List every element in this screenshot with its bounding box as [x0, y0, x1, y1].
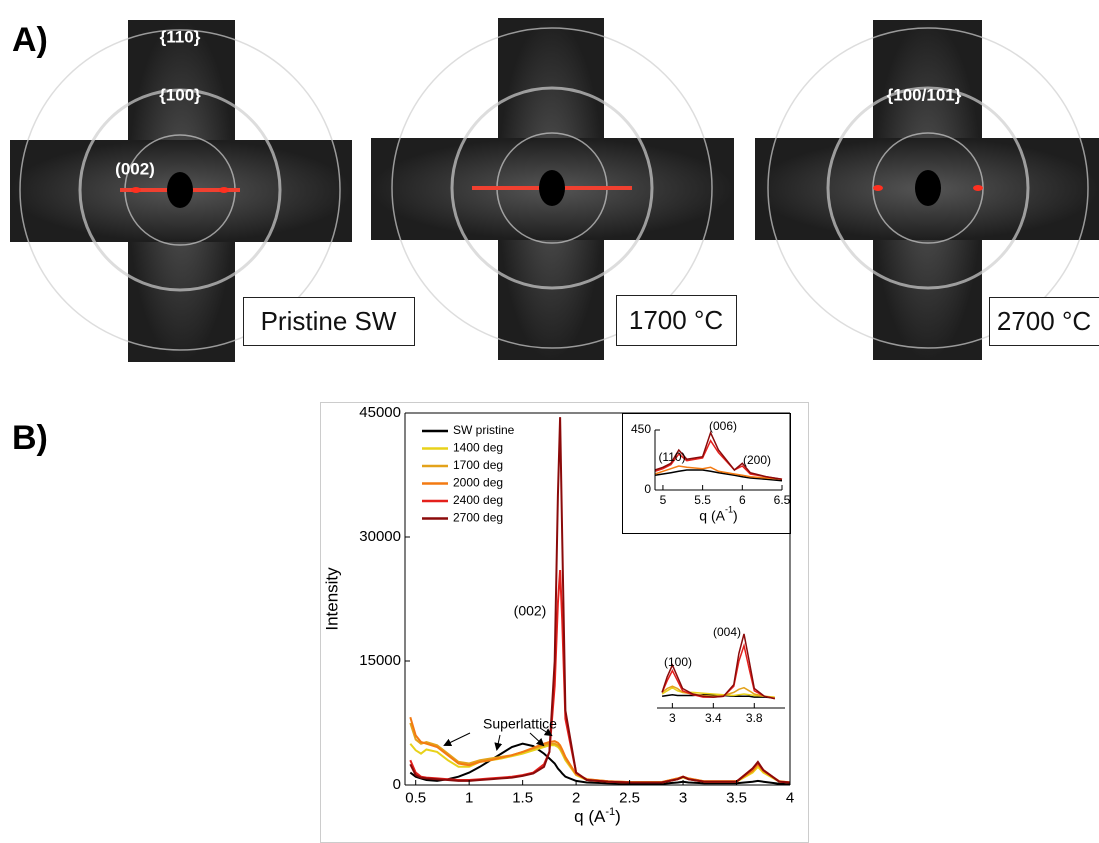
annotation: Superlattice	[483, 716, 557, 732]
x-axis-label-part: q (A	[699, 507, 725, 523]
reflection-label: {100/101}	[887, 85, 962, 104]
x-tick-label: 1.5	[512, 789, 533, 806]
reflection-spot	[131, 187, 141, 193]
x-tick-label: 3.4	[705, 711, 722, 725]
x-axis-label-part: -1	[725, 505, 733, 515]
beam-stop	[167, 172, 193, 208]
x-tick-label: 0.5	[405, 789, 426, 806]
x-tick-label: 3.8	[746, 711, 763, 725]
y-tick-label: 450	[631, 422, 651, 436]
y-tick-label: 0	[644, 482, 651, 496]
x-axis-label-part: -1	[605, 806, 615, 818]
reflection-label: (002)	[115, 159, 155, 178]
x-tick-label: 3.5	[726, 789, 747, 806]
reflection-spot	[873, 185, 883, 191]
x-tick-label: 6	[739, 493, 746, 507]
image-caption: Pristine SW	[261, 306, 397, 336]
y-tick-label: 45000	[359, 404, 401, 421]
x-axis-label-part: q (A	[574, 807, 606, 826]
reflection-spot	[973, 185, 983, 191]
x-axis-label-part: )	[615, 807, 621, 826]
x-tick-label: 3	[669, 711, 676, 725]
x-tick-label: 5.5	[694, 493, 711, 507]
beam-stop	[915, 170, 941, 206]
x-tick-label: 4	[786, 789, 794, 806]
image-caption: 1700 °C	[629, 305, 723, 335]
x-tick-label: 6.5	[774, 493, 791, 507]
annotation: (006)	[709, 419, 737, 433]
beam-stop	[539, 170, 565, 206]
panel-label: B)	[12, 419, 48, 457]
y-tick-label: 30000	[359, 528, 401, 545]
image-caption: 2700 °C	[997, 306, 1091, 336]
panel-label: A)	[12, 21, 48, 59]
reflection-spot	[219, 187, 229, 193]
x-tick-label: 2	[572, 789, 580, 806]
annotation: (002)	[514, 603, 547, 619]
legend-label: SW pristine	[453, 423, 515, 437]
y-tick-label: 0	[393, 776, 401, 793]
figure: A) B) Pristine SW {110} {100} (002) 1700 °C 2…	[0, 0, 1099, 843]
annotation: (110)	[658, 450, 685, 464]
reflection-label: {110}	[160, 27, 201, 46]
legend-label: 2400 deg	[453, 493, 503, 507]
legend-label: 1700 deg	[453, 458, 503, 472]
x-tick-label: 3	[679, 789, 687, 806]
y-axis-label: Intensity	[322, 567, 341, 631]
x-tick-label: 1	[465, 789, 473, 806]
x-tick-label: 2.5	[619, 789, 640, 806]
legend-label: 2700 deg	[453, 511, 503, 525]
legend-label: 2000 deg	[453, 476, 503, 490]
x-tick-label: 5	[660, 493, 667, 507]
legend-label: 1400 deg	[453, 441, 503, 455]
reflection-label: {100}	[159, 85, 201, 104]
annotation: (004)	[713, 625, 741, 639]
x-axis-label-part: )	[733, 507, 738, 523]
annotation: (100)	[664, 655, 692, 669]
annotation: (200)	[743, 453, 771, 467]
y-tick-label: 15000	[359, 652, 401, 669]
